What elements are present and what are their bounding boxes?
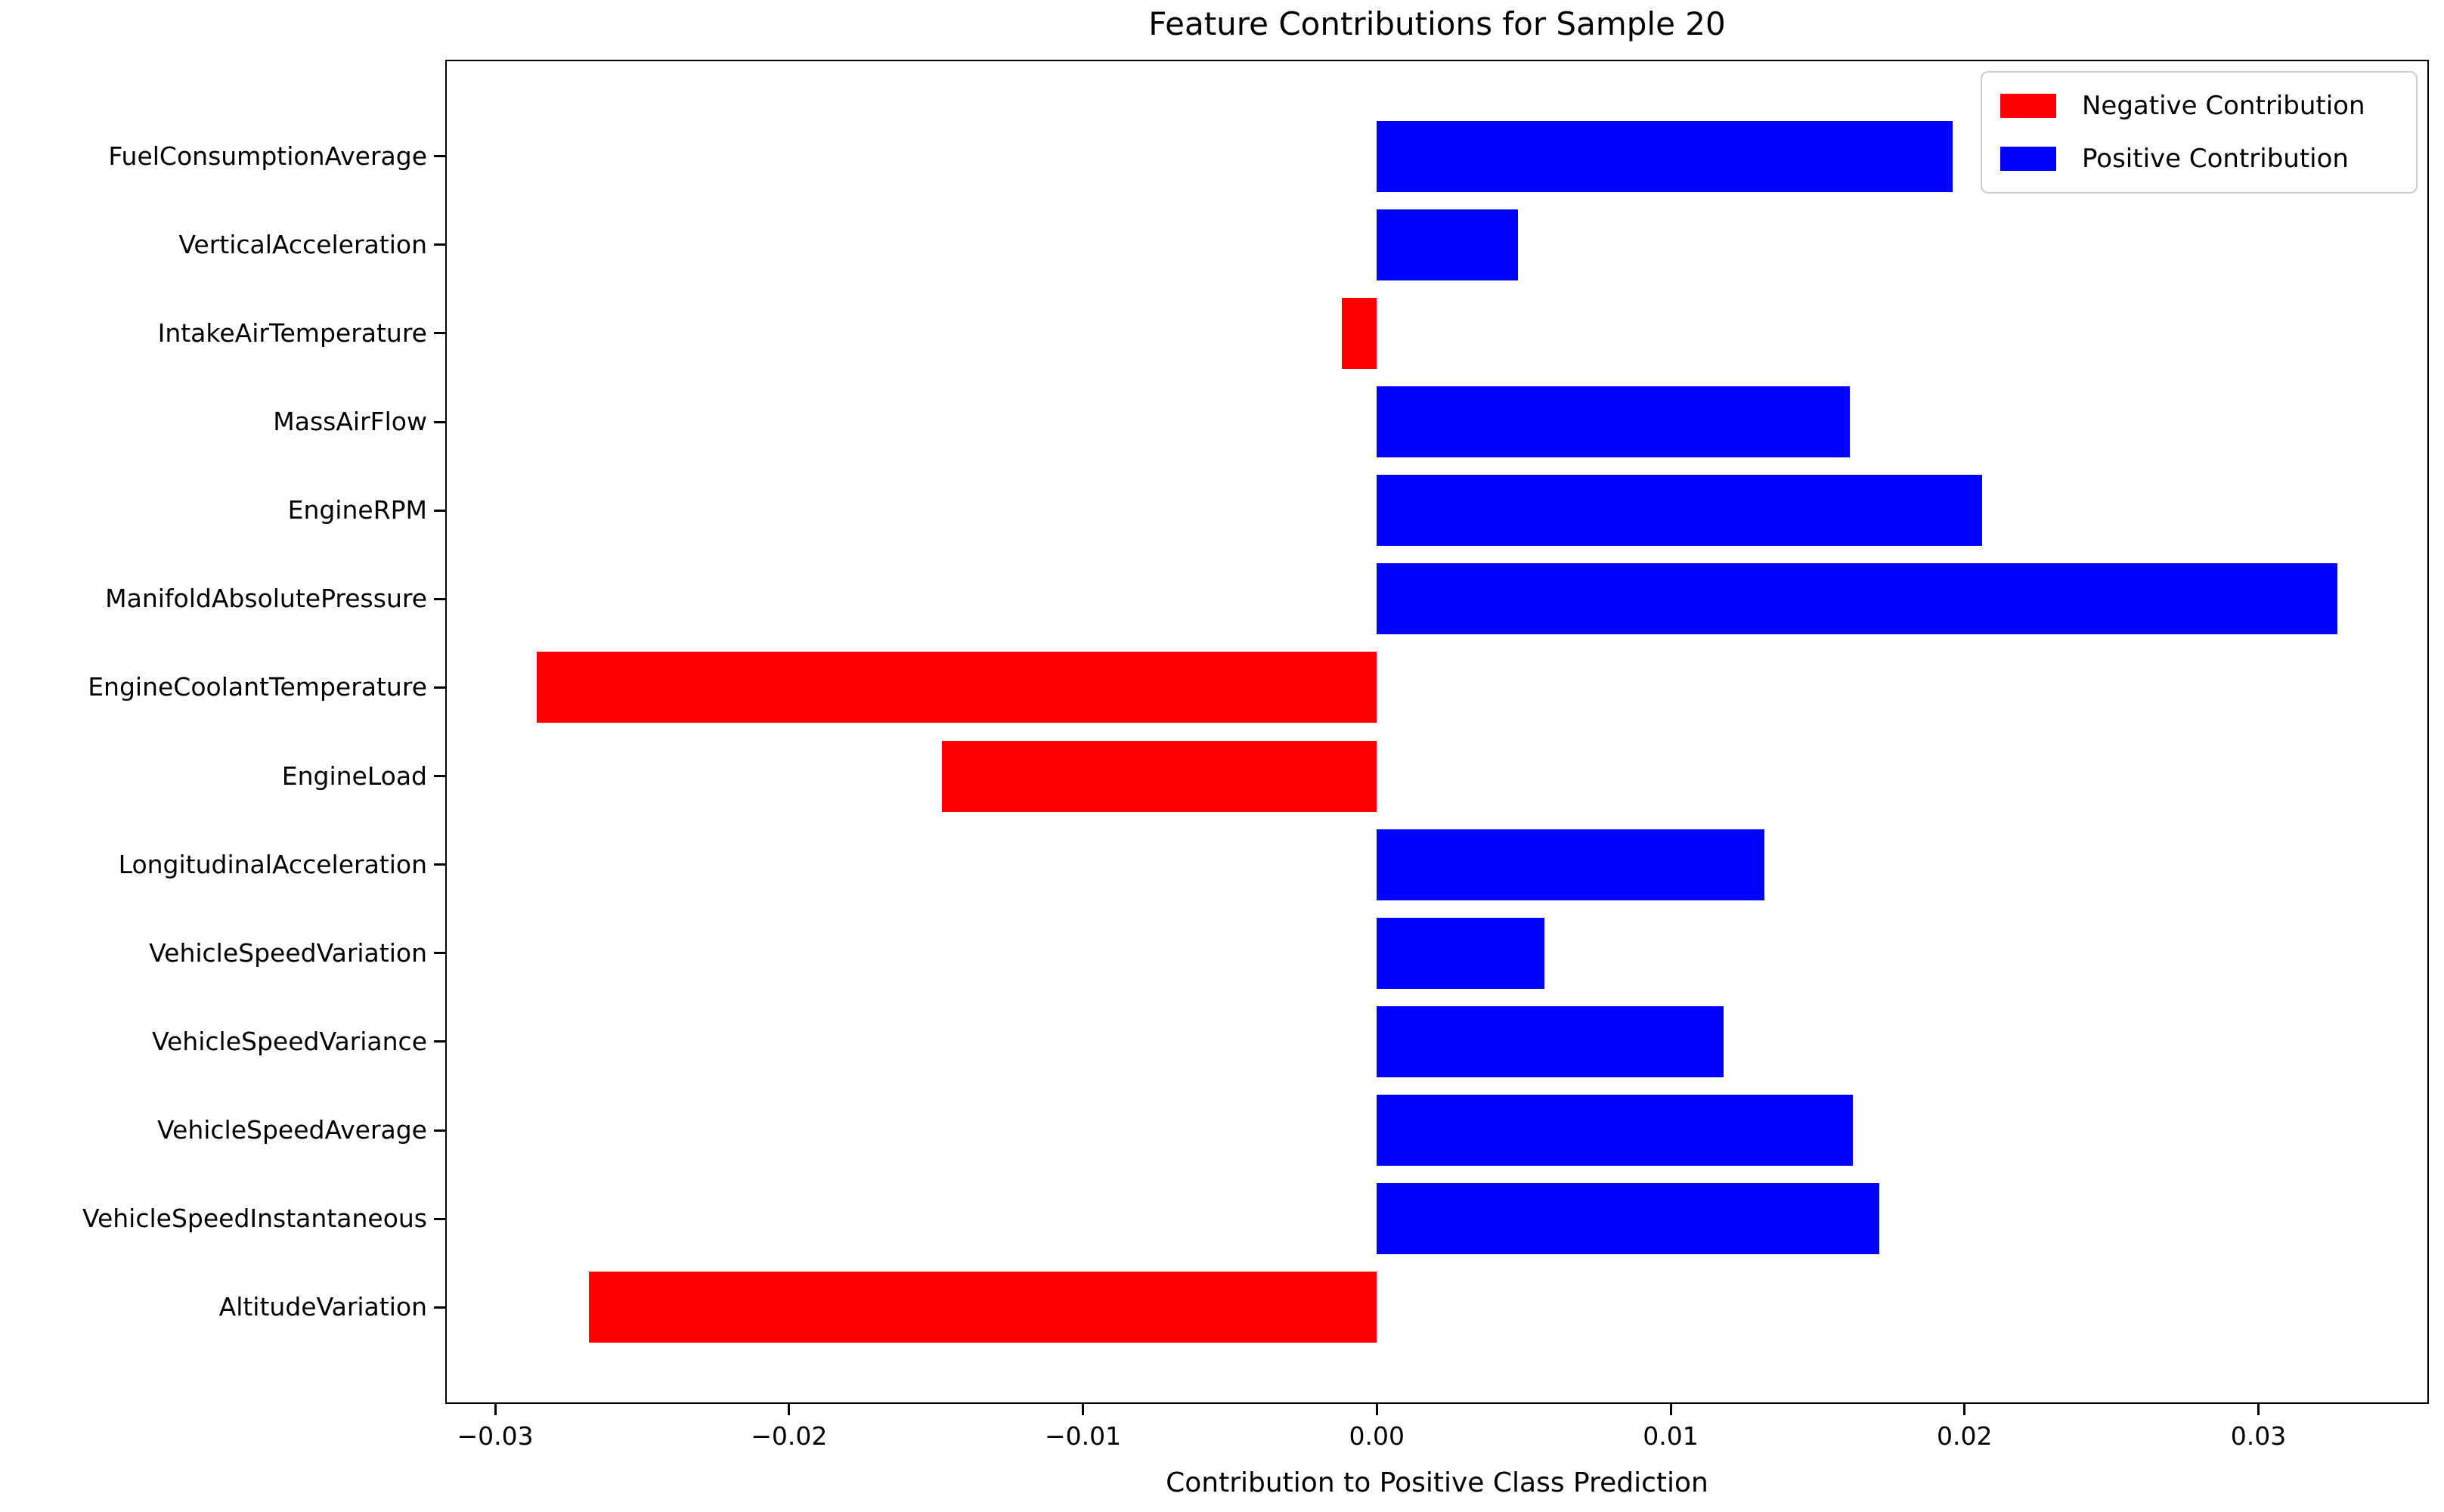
y-tick-VehicleSpeedVariance [434,1040,445,1043]
bar-MassAirFlow [1377,386,1851,458]
y-tick-label-AltitudeVariation: AltitudeVariation [218,1292,427,1322]
y-tick-FuelConsumptionAverage [434,155,445,158]
bar-EngineRPM [1377,475,1983,547]
bar-LongitudinalAcceleration [1377,829,1765,900]
y-tick-label-VehicleSpeedVariation: VehicleSpeedVariation [149,937,427,968]
x-tick-0.00 [1375,1404,1378,1415]
y-tick-MassAirFlow [434,420,445,423]
bar-IntakeAirTemperature [1341,297,1377,369]
y-tick-label-VehicleSpeedAverage: VehicleSpeedAverage [157,1115,427,1145]
bar-EngineLoad [941,740,1377,812]
bar-FuelConsumptionAverage [1377,120,1953,192]
y-tick-label-VehicleSpeedInstantaneous: VehicleSpeedInstantaneous [82,1204,427,1234]
x-tick-label-0.00: 0.00 [1349,1421,1405,1451]
x-tick-0.02 [1963,1404,1966,1415]
y-tick-label-FuelConsumptionAverage: FuelConsumptionAverage [108,141,427,171]
bar-VehicleSpeedVariance [1377,1005,1724,1077]
y-tick-label-MassAirFlow: MassAirFlow [273,407,427,437]
plot-area [445,60,2429,1404]
x-tick-0.01 [1669,1404,1672,1415]
legend-swatch-positive-icon [2000,147,2056,171]
legend-label-positive: Positive Contribution [2082,144,2349,174]
x-tick-label-−0.03: −0.03 [457,1421,534,1451]
y-tick-LongitudinalAcceleration [434,863,445,866]
bar-VehicleSpeedVariation [1377,917,1544,989]
y-tick-EngineCoolantTemperature [434,686,445,689]
x-tick-−0.03 [494,1404,497,1415]
y-tick-label-LongitudinalAcceleration: LongitudinalAcceleration [118,849,427,879]
y-tick-label-VehicleSpeedVariance: VehicleSpeedVariance [151,1026,427,1056]
y-tick-EngineRPM [434,509,445,512]
y-tick-label-EngineRPM: EngineRPM [287,495,427,525]
bar-VehicleSpeedAverage [1377,1095,1854,1167]
y-tick-VerticalAcceleration [434,243,445,246]
y-tick-VehicleSpeedVariation [434,952,445,955]
x-tick-label-−0.02: −0.02 [751,1421,828,1451]
y-tick-label-ManifoldAbsolutePressure: ManifoldAbsolutePressure [105,584,427,614]
y-tick-label-EngineCoolantTemperature: EngineCoolantTemperature [88,672,427,702]
x-tick-label-0.01: 0.01 [1643,1421,1699,1451]
x-tick-0.03 [2257,1404,2260,1415]
y-tick-VehicleSpeedAverage [434,1129,445,1132]
x-tick-label-−0.01: −0.01 [1044,1421,1122,1451]
bar-AltitudeVariation [589,1272,1377,1343]
x-axis-label: Contribution to Positive Class Predictio… [1166,1467,1708,1498]
chart-title: Feature Contributions for Sample 20 [1148,5,1726,42]
bar-VehicleSpeedInstantaneous [1377,1183,1880,1255]
y-tick-label-IntakeAirTemperature: IntakeAirTemperature [157,318,427,348]
y-tick-IntakeAirTemperature [434,332,445,335]
x-tick-−0.02 [788,1404,791,1415]
x-tick-label-0.03: 0.03 [2230,1421,2287,1451]
legend-label-negative: Negative Contribution [2082,91,2365,121]
y-tick-label-EngineLoad: EngineLoad [281,761,427,791]
bar-VerticalAcceleration [1377,209,1518,280]
legend-item-positive: Positive Contribution [2000,139,2398,178]
y-tick-ManifoldAbsolutePressure [434,597,445,600]
y-tick-EngineLoad [434,775,445,778]
x-tick-−0.01 [1082,1404,1085,1415]
bar-EngineCoolantTemperature [536,652,1377,723]
y-tick-VehicleSpeedInstantaneous [434,1217,445,1220]
legend-item-negative: Negative Contribution [2000,86,2398,125]
y-tick-AltitudeVariation [434,1306,445,1309]
bar-ManifoldAbsolutePressure [1377,563,2338,635]
legend-swatch-negative-icon [2000,94,2056,118]
x-tick-label-0.02: 0.02 [1937,1421,1993,1451]
legend: Negative Contribution Positive Contribut… [1981,71,2418,194]
y-tick-label-VerticalAcceleration: VerticalAcceleration [178,229,427,259]
